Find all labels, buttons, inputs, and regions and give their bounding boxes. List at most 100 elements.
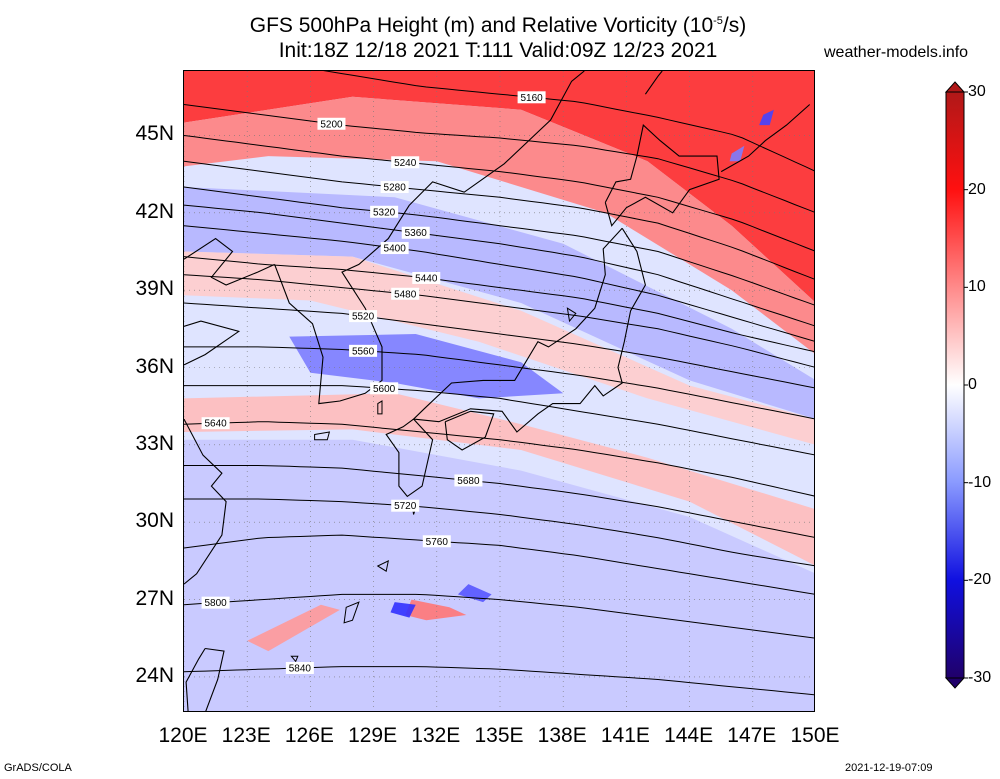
vorticity-region [184, 393, 814, 565]
colorbar-label: 30 [968, 83, 986, 100]
contour-label: 5440 [415, 273, 438, 284]
contour-label: 5280 [384, 183, 407, 194]
colorbar-label: 0 [968, 376, 977, 393]
coastline-russia-coast [409, 71, 585, 206]
contour-line [184, 465, 814, 538]
contour-label: 5640 [204, 419, 227, 430]
latitude-tick-label: 24N [135, 663, 174, 687]
vorticity-region [184, 251, 814, 445]
contour-line [184, 104, 814, 213]
latitude-tick-label: 39N [135, 277, 174, 301]
contour-label-box [517, 91, 546, 104]
contour-label: 5160 [520, 93, 543, 104]
contour-label-box [349, 310, 378, 323]
contour-line [184, 274, 814, 368]
coastlines [184, 71, 811, 711]
contour-label-box [391, 499, 420, 512]
latitude-tick-label: 30N [135, 509, 174, 533]
contour-line [184, 498, 814, 567]
contour-label-box [380, 181, 409, 194]
contour-line [184, 160, 814, 280]
vorticity-region [390, 602, 416, 618]
contour-line [184, 256, 814, 353]
coastline-sakhalin [644, 71, 663, 95]
colorbar-bottom-arrow [944, 677, 966, 689]
footer-timestamp: 2021-12-19-07:09 [845, 762, 933, 774]
contour-label: 5320 [373, 207, 396, 218]
vorticity-region [184, 187, 814, 419]
contour-line [323, 71, 814, 172]
title-superscript: -5 [713, 15, 723, 27]
island-tsushima [377, 400, 383, 415]
longitude-tick-label: 123E [221, 724, 271, 747]
contour-label: 5560 [352, 346, 375, 357]
contour-line [184, 421, 814, 497]
contour-label-box [422, 535, 451, 548]
colorbar-top-arrow [944, 81, 966, 93]
colorbar [944, 81, 968, 689]
contour-label: 5480 [394, 289, 417, 300]
colorbar-ticks [964, 91, 968, 679]
contour-label-box [370, 382, 399, 395]
contour-line [184, 302, 814, 389]
contour-label-box [412, 271, 441, 284]
coastline-japan-hokkaido [604, 124, 720, 227]
coastline-china-se [184, 418, 227, 585]
contour-label: 5520 [352, 312, 375, 323]
map-title-line2: Init:18Z 12/18 2021 T:111 Valid:09Z 12/2… [278, 39, 718, 62]
height-contours: 5160 5200 5240 5280 5320 5360 5400 5440 5480 5520… [184, 71, 814, 696]
contour-label: 5680 [457, 476, 480, 487]
contour-label: 5720 [394, 501, 417, 512]
coastline-taiwan [185, 647, 225, 711]
longitude-tick-label: 135E [474, 724, 524, 747]
latitude-tick-label: 42N [135, 199, 174, 223]
latitude-tick-label: 33N [135, 431, 174, 455]
vorticity-region [759, 109, 774, 126]
coastline-japan-honshu [412, 227, 646, 433]
contour-label-box [370, 205, 399, 218]
latitude-tick-label: 27N [135, 586, 174, 610]
vorticity-shading [184, 71, 814, 711]
vorticity-region [184, 439, 814, 711]
colorbar-label: -20 [968, 571, 992, 589]
map-panel: 5160 5200 5240 5280 5320 5360 5400 5440 5480 5520… [183, 70, 815, 712]
longitude-tick-label: 132E [411, 724, 461, 747]
colorbar-label: -10 [968, 473, 992, 491]
contour-label-box [349, 344, 378, 357]
colorbar-label: -30 [968, 669, 992, 686]
contour-label-box [201, 417, 230, 430]
longitude-tick-label: 126E [284, 724, 334, 747]
contour-line [184, 225, 814, 342]
title-text-pre: GFS 500hPa Height (m) and Relative Vorti… [249, 14, 714, 37]
contour-line [184, 534, 814, 595]
vorticity-region [457, 584, 492, 603]
latitude-tick-label: 45N [135, 122, 174, 146]
contour-line [184, 385, 814, 456]
contour-label: 5400 [384, 244, 407, 255]
contour-label: 5200 [320, 119, 343, 130]
contour-label-box [401, 226, 430, 239]
coastline-china-coast [184, 237, 275, 286]
contour-line [184, 593, 814, 639]
colorbar-gradient [945, 91, 965, 679]
footer-software: GrADS/COLA [4, 762, 72, 774]
vorticity-region [184, 71, 814, 302]
vorticity-region [184, 96, 814, 354]
contour-label-box [285, 661, 314, 674]
map-title-line1: GFS 500hPa Height (m) and Relative Vorti… [0, 9, 998, 38]
island-jeju [314, 431, 331, 441]
colorbar-label: 20 [968, 180, 986, 198]
coastline-kuril [720, 104, 811, 173]
vorticity-region [729, 145, 745, 162]
longitude-tick-label: 138E [537, 724, 587, 747]
latitude-tick-label: 36N [135, 354, 174, 378]
longitude-tick-label: 129E [348, 724, 398, 747]
contour-label: 5840 [289, 663, 312, 674]
vorticity-region [247, 604, 340, 652]
site-credit[interactable]: weather-models.info [824, 44, 969, 61]
contour-label: 5240 [394, 158, 417, 169]
contour-label: 5600 [373, 384, 396, 395]
longitude-tick-label: 120E [158, 724, 208, 747]
contour-line [184, 186, 814, 306]
contour-label-box [454, 474, 483, 487]
